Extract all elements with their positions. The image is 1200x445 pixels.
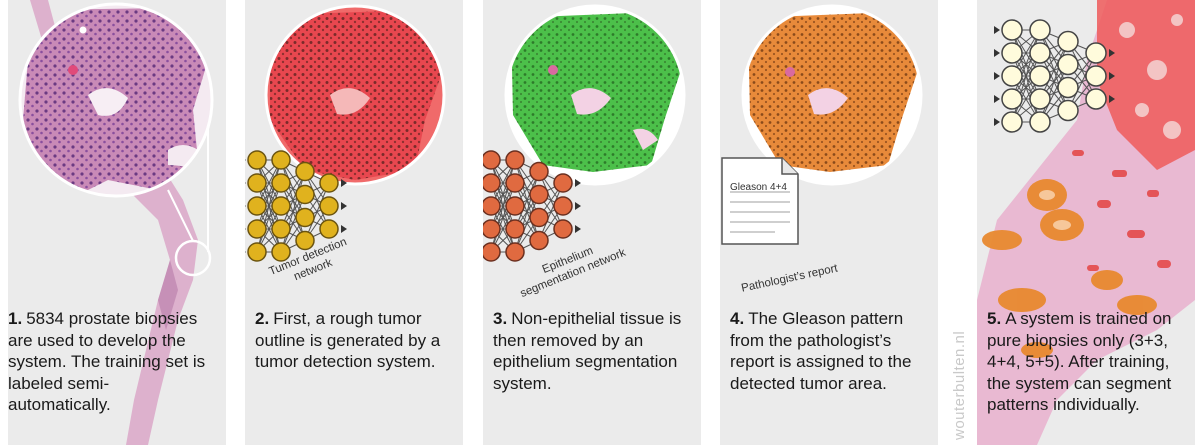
network-node [247,196,267,216]
network-node [295,207,315,228]
network-node [271,219,291,239]
network-node [271,242,291,262]
network-node [505,196,525,216]
biopsy-zoom-illustration [18,0,214,445]
magnified-tissue [21,5,211,195]
network-node [529,161,549,182]
network-node [1029,42,1051,64]
step-4-number: 4. [730,309,745,328]
tumor-overlay-tissue [267,7,443,183]
network-node [1057,30,1079,53]
step-1-description: 1. 5834 prostate biopsies are used to dev… [8,308,208,416]
network-node [1001,65,1023,87]
network-node [1029,88,1051,110]
document-icon [721,157,799,245]
network-node [529,230,549,251]
network-node [1057,99,1079,122]
network-node [1029,19,1051,41]
credit-watermark: wouterbulten.nl [951,330,968,440]
network-node [247,173,267,193]
network-node [1001,111,1023,133]
network-node [295,161,315,182]
step-3-panel: Epithelium segmentation network 3. Non-ep… [483,0,701,445]
epithelium-segmentation-illustration [504,4,686,186]
step-2-description: 2. First, a rough tumor outline is genera… [255,308,455,373]
step-2-text: First, a rough tumor outline is generate… [255,309,441,371]
network-node [247,150,267,170]
step-3-number: 3. [493,309,508,328]
network-node [483,173,501,193]
gleason-overlay-tissue [744,7,920,183]
step-3-description: 3. Non-epithelial tissue is then removed … [493,308,693,394]
network-node [505,219,525,239]
network-node [271,196,291,216]
network-node [505,150,525,170]
gleason-assignment-illustration [721,4,923,245]
network-node [319,219,339,239]
network-node [247,219,267,239]
epithelium-overlay-tissue [507,7,683,183]
network-node [1085,42,1107,64]
step-4-text: The Gleason pattern from the pathologist… [730,309,912,393]
network-node [483,196,501,216]
network-node [1057,76,1079,99]
step-1-number: 1. [8,309,23,328]
report-document-text: Gleason 4+4 [730,182,787,193]
network-node [529,207,549,228]
neural-network-icon [994,19,1115,133]
network-node [1085,88,1107,110]
network-node [483,150,501,170]
network-node [483,219,501,239]
biopsy-tissue-strip [30,0,198,445]
network-node [483,242,501,262]
network-node [319,173,339,193]
network-node [553,173,573,193]
network-node [1001,42,1023,64]
step-1-text: 5834 prostate biopsies are used to devel… [8,309,206,414]
network-node [247,242,267,262]
network-node [1029,111,1051,133]
step-4-description: 4. The Gleason pattern from the pathologi… [730,308,930,394]
trained-segmentation-illustration [977,0,1195,445]
neural-network-icon [483,150,581,262]
network-node [1057,53,1079,76]
network-node [505,242,525,262]
network-node [295,184,315,205]
tumor-detection-illustration [264,4,446,186]
step-5-number: 5. [987,309,1002,328]
step-1-panel: 1. 5834 prostate biopsies are used to dev… [8,0,226,445]
network-node [271,150,291,170]
network-node [1001,19,1023,41]
network-node [505,173,525,193]
neural-network-icon [245,150,347,262]
network-node [295,230,315,251]
network-node [271,173,291,193]
step-5-text: A system is trained on pure biopsies onl… [987,309,1172,414]
network-node [1001,88,1023,110]
step-4-panel: Gleason 4+4 Pathologist’s report 4. The G… [720,0,938,445]
network-node [553,196,573,216]
step-5-panel: 5. A system is trained on pure biopsies o… [977,0,1195,445]
network-node [1029,65,1051,87]
network-node [319,196,339,216]
step-3-text: Non-epithelial tissue is then removed by… [493,309,682,393]
network-node [529,184,549,205]
step-2-panel: Tumor detection network 2. First, a rough… [245,0,463,445]
step-5-description: 5. A system is trained on pure biopsies o… [987,308,1195,416]
step-2-number: 2. [255,309,270,328]
network-node [553,219,573,239]
network-node [1085,65,1107,87]
